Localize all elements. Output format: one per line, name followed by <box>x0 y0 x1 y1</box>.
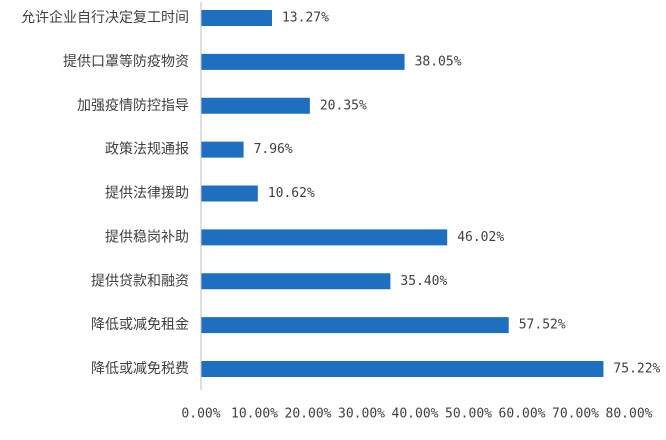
bar <box>201 229 448 246</box>
bar <box>201 361 604 377</box>
category-label: 提供口罩等防疫物资 <box>63 53 189 70</box>
bar <box>201 317 509 334</box>
data-label: 57.52% <box>519 318 566 333</box>
bar <box>201 53 405 70</box>
bar <box>201 185 258 202</box>
data-label: 7.96% <box>254 142 293 157</box>
data-label: 38.05% <box>415 54 462 69</box>
category-label: 提供贷款和融资 <box>91 273 189 289</box>
category-labels: 允许企业自行决定复工时间提供口罩等防疫物资加强疫情防控指导政策法规通报提供法律援… <box>21 9 189 377</box>
x-tick-label: 70.00% <box>552 407 599 422</box>
x-tick-label: 40.00% <box>392 407 439 422</box>
x-tick-label: 0.00% <box>181 407 220 422</box>
x-axis: 0.00% 10.00% 20.00% 30.00% 40.00% 50.00% 60.00… <box>181 2 653 422</box>
x-tick-label: 10.00% <box>231 407 278 422</box>
x-tick-label: 60.00% <box>499 407 546 422</box>
data-label: 20.35% <box>320 98 367 113</box>
bar <box>201 141 244 158</box>
x-tick-label: 50.00% <box>445 407 492 422</box>
bar <box>201 10 272 26</box>
category-label: 提供法律援助 <box>105 186 189 202</box>
bar <box>201 273 391 290</box>
bar <box>201 97 310 114</box>
category-label: 加强疫情防控指导 <box>77 98 189 114</box>
data-label: 46.02% <box>457 230 504 245</box>
data-label: 13.27% <box>282 11 329 26</box>
data-label: 10.62% <box>268 186 315 201</box>
bars-layer <box>201 10 604 377</box>
x-tick-label: 30.00% <box>338 407 385 422</box>
data-label: 75.22% <box>613 362 660 377</box>
value-labels: 13.27% 38.05% 20.35% 7.96% 10.62% 46.02% 35.40… <box>254 11 661 377</box>
category-label: 允许企业自行决定复工时间 <box>21 9 189 26</box>
x-tick-label: 20.00% <box>285 407 332 422</box>
category-label: 政策法规通报 <box>105 141 189 158</box>
category-label: 降低或减免租金 <box>91 317 189 333</box>
data-label: 35.40% <box>400 274 447 289</box>
x-tick-label: 80.00% <box>606 407 653 422</box>
category-label: 降低或减免税费 <box>91 361 189 377</box>
category-label: 提供稳岗补助 <box>105 229 189 245</box>
